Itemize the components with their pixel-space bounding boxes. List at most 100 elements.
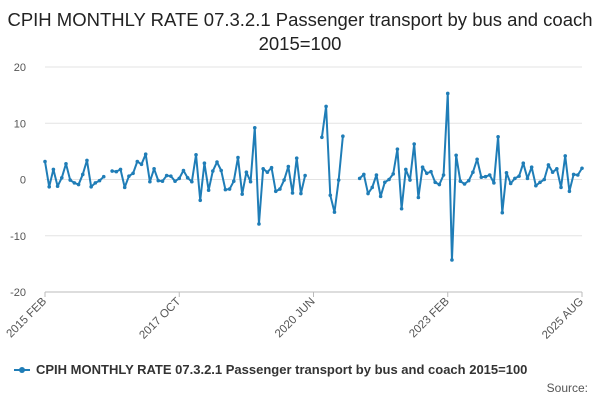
data-point[interactable] bbox=[80, 172, 85, 177]
data-point[interactable] bbox=[517, 174, 521, 178]
data-point[interactable] bbox=[328, 193, 333, 198]
data-point[interactable] bbox=[580, 166, 584, 171]
data-point[interactable] bbox=[542, 177, 547, 182]
data-point[interactable] bbox=[387, 177, 391, 182]
data-point[interactable] bbox=[198, 198, 203, 203]
data-point[interactable] bbox=[424, 171, 429, 176]
data-point[interactable] bbox=[202, 161, 207, 165]
data-point[interactable] bbox=[462, 182, 467, 186]
data-point[interactable] bbox=[324, 104, 328, 109]
data-point[interactable] bbox=[118, 167, 123, 172]
data-point[interactable] bbox=[471, 170, 475, 174]
data-point[interactable] bbox=[320, 135, 324, 140]
data-point[interactable] bbox=[139, 162, 144, 167]
data-point[interactable] bbox=[114, 169, 119, 174]
data-point[interactable] bbox=[571, 172, 576, 177]
data-point[interactable] bbox=[357, 176, 362, 181]
data-point[interactable] bbox=[429, 169, 433, 174]
data-point[interactable] bbox=[504, 170, 509, 175]
data-point[interactable] bbox=[395, 147, 400, 151]
data-point[interactable] bbox=[215, 160, 219, 164]
data-point[interactable] bbox=[496, 134, 500, 139]
data-point[interactable] bbox=[55, 184, 60, 189]
data-point[interactable] bbox=[43, 159, 47, 164]
data-point[interactable] bbox=[177, 176, 182, 181]
data-point[interactable] bbox=[567, 189, 572, 194]
data-point[interactable] bbox=[546, 163, 551, 167]
data-point[interactable] bbox=[294, 156, 299, 160]
data-point[interactable] bbox=[269, 165, 274, 170]
data-point[interactable] bbox=[223, 187, 228, 192]
data-point[interactable] bbox=[525, 176, 530, 181]
data-point[interactable] bbox=[206, 188, 211, 192]
data-point[interactable] bbox=[576, 173, 580, 177]
data-point[interactable] bbox=[483, 174, 488, 179]
data-point[interactable] bbox=[173, 179, 177, 183]
data-point[interactable] bbox=[441, 173, 446, 177]
data-point[interactable] bbox=[404, 167, 408, 172]
data-point[interactable] bbox=[64, 161, 68, 166]
data-point[interactable] bbox=[555, 167, 559, 171]
data-point[interactable] bbox=[101, 174, 106, 179]
data-point[interactable] bbox=[366, 191, 370, 196]
data-point[interactable] bbox=[257, 222, 261, 226]
data-point[interactable] bbox=[420, 165, 425, 169]
data-point[interactable] bbox=[240, 192, 244, 196]
data-point[interactable] bbox=[190, 179, 194, 184]
data-point[interactable] bbox=[127, 174, 131, 178]
data-point[interactable] bbox=[466, 178, 471, 183]
data-point[interactable] bbox=[563, 154, 568, 158]
data-point[interactable] bbox=[341, 134, 345, 138]
data-point[interactable] bbox=[148, 179, 152, 184]
data-point[interactable] bbox=[156, 178, 161, 183]
data-point[interactable] bbox=[458, 179, 463, 183]
data-point[interactable] bbox=[416, 195, 421, 200]
data-point[interactable] bbox=[383, 180, 387, 185]
data-point[interactable] bbox=[559, 185, 563, 190]
data-point[interactable] bbox=[248, 179, 253, 184]
data-point[interactable] bbox=[261, 167, 265, 171]
data-point[interactable] bbox=[437, 182, 442, 187]
data-point[interactable] bbox=[135, 159, 140, 164]
data-point[interactable] bbox=[89, 185, 93, 189]
data-point[interactable] bbox=[181, 168, 186, 173]
data-point[interactable] bbox=[282, 178, 286, 182]
data-point[interactable] bbox=[131, 171, 135, 176]
data-point[interactable] bbox=[72, 181, 77, 185]
data-point[interactable] bbox=[160, 179, 165, 183]
data-point[interactable] bbox=[492, 181, 496, 185]
data-point[interactable] bbox=[290, 191, 295, 195]
data-point[interactable] bbox=[97, 178, 102, 183]
data-point[interactable] bbox=[433, 180, 437, 185]
data-point[interactable] bbox=[370, 185, 375, 190]
data-point[interactable] bbox=[374, 173, 379, 177]
data-point[interactable] bbox=[521, 161, 526, 165]
data-point[interactable] bbox=[538, 180, 542, 185]
data-point[interactable] bbox=[508, 181, 513, 186]
data-point[interactable] bbox=[194, 152, 198, 157]
data-point[interactable] bbox=[152, 167, 156, 171]
data-point[interactable] bbox=[110, 169, 114, 173]
data-point[interactable] bbox=[378, 194, 383, 199]
data-point[interactable] bbox=[143, 152, 148, 156]
data-point[interactable] bbox=[211, 169, 215, 173]
data-point[interactable] bbox=[445, 91, 450, 96]
data-point[interactable] bbox=[85, 158, 89, 163]
data-point[interactable] bbox=[185, 176, 190, 180]
data-point[interactable] bbox=[475, 157, 479, 162]
data-point[interactable] bbox=[336, 178, 341, 182]
data-point[interactable] bbox=[278, 187, 282, 191]
data-point[interactable] bbox=[236, 155, 240, 160]
data-point[interactable] bbox=[219, 168, 223, 173]
data-point[interactable] bbox=[454, 153, 458, 158]
data-point[interactable] bbox=[47, 185, 51, 189]
data-point[interactable] bbox=[227, 187, 232, 191]
data-point[interactable] bbox=[231, 179, 236, 183]
data-point[interactable] bbox=[399, 206, 404, 211]
data-point[interactable] bbox=[479, 175, 484, 180]
data-point[interactable] bbox=[550, 170, 555, 174]
data-point[interactable] bbox=[391, 172, 396, 176]
data-point[interactable] bbox=[450, 258, 454, 262]
data-point[interactable] bbox=[408, 178, 412, 182]
data-point[interactable] bbox=[299, 191, 303, 196]
